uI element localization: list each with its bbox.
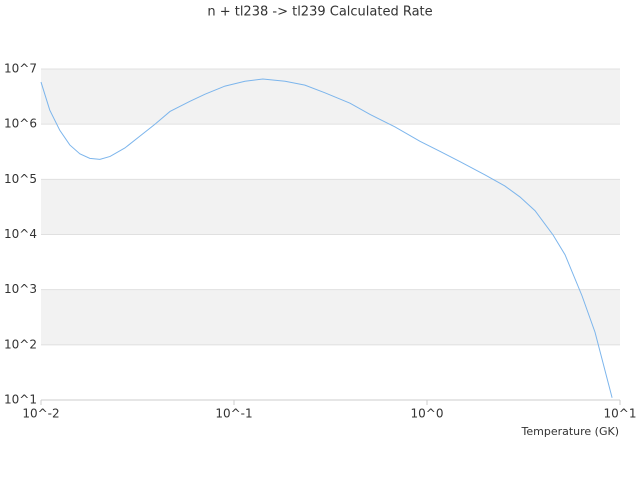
plot-band: [41, 69, 620, 125]
x-tick-label: 10^-2: [22, 407, 59, 421]
y-tick-label: 10^4: [4, 227, 37, 241]
plot-band: [41, 179, 620, 235]
y-tick-label: 10^3: [4, 282, 37, 296]
x-tick-label: 10^-1: [215, 407, 252, 421]
plot-band: [41, 289, 620, 345]
series-line: [40, 78, 613, 398]
y-tick-label: 10^5: [4, 172, 37, 186]
x-tick-label: 10^0: [411, 407, 444, 421]
x-tick-label: 10^1: [604, 407, 637, 421]
x-axis-label: Temperature (GK): [521, 425, 620, 438]
y-tick-label: 10^1: [4, 393, 37, 407]
chart-title: n + tl238 -> tl239 Calculated Rate: [207, 5, 432, 20]
y-tick-label: 10^7: [4, 62, 37, 76]
y-tick-label: 10^2: [4, 337, 37, 351]
y-tick-label: 10^6: [4, 117, 37, 131]
